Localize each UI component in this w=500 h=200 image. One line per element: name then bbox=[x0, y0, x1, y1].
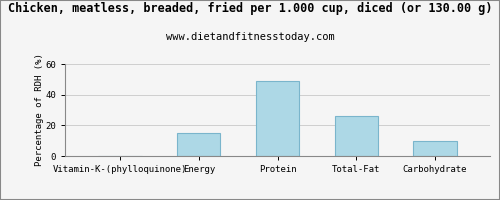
Bar bbox=[414, 141, 457, 156]
Bar bbox=[177, 133, 220, 156]
Bar bbox=[334, 116, 378, 156]
Text: www.dietandfitnesstoday.com: www.dietandfitnesstoday.com bbox=[166, 32, 334, 42]
Y-axis label: Percentage of RDH (%): Percentage of RDH (%) bbox=[35, 54, 44, 166]
Text: Chicken, meatless, breaded, fried per 1.000 cup, diced (or 130.00 g): Chicken, meatless, breaded, fried per 1.… bbox=[8, 2, 492, 15]
Bar bbox=[256, 81, 299, 156]
